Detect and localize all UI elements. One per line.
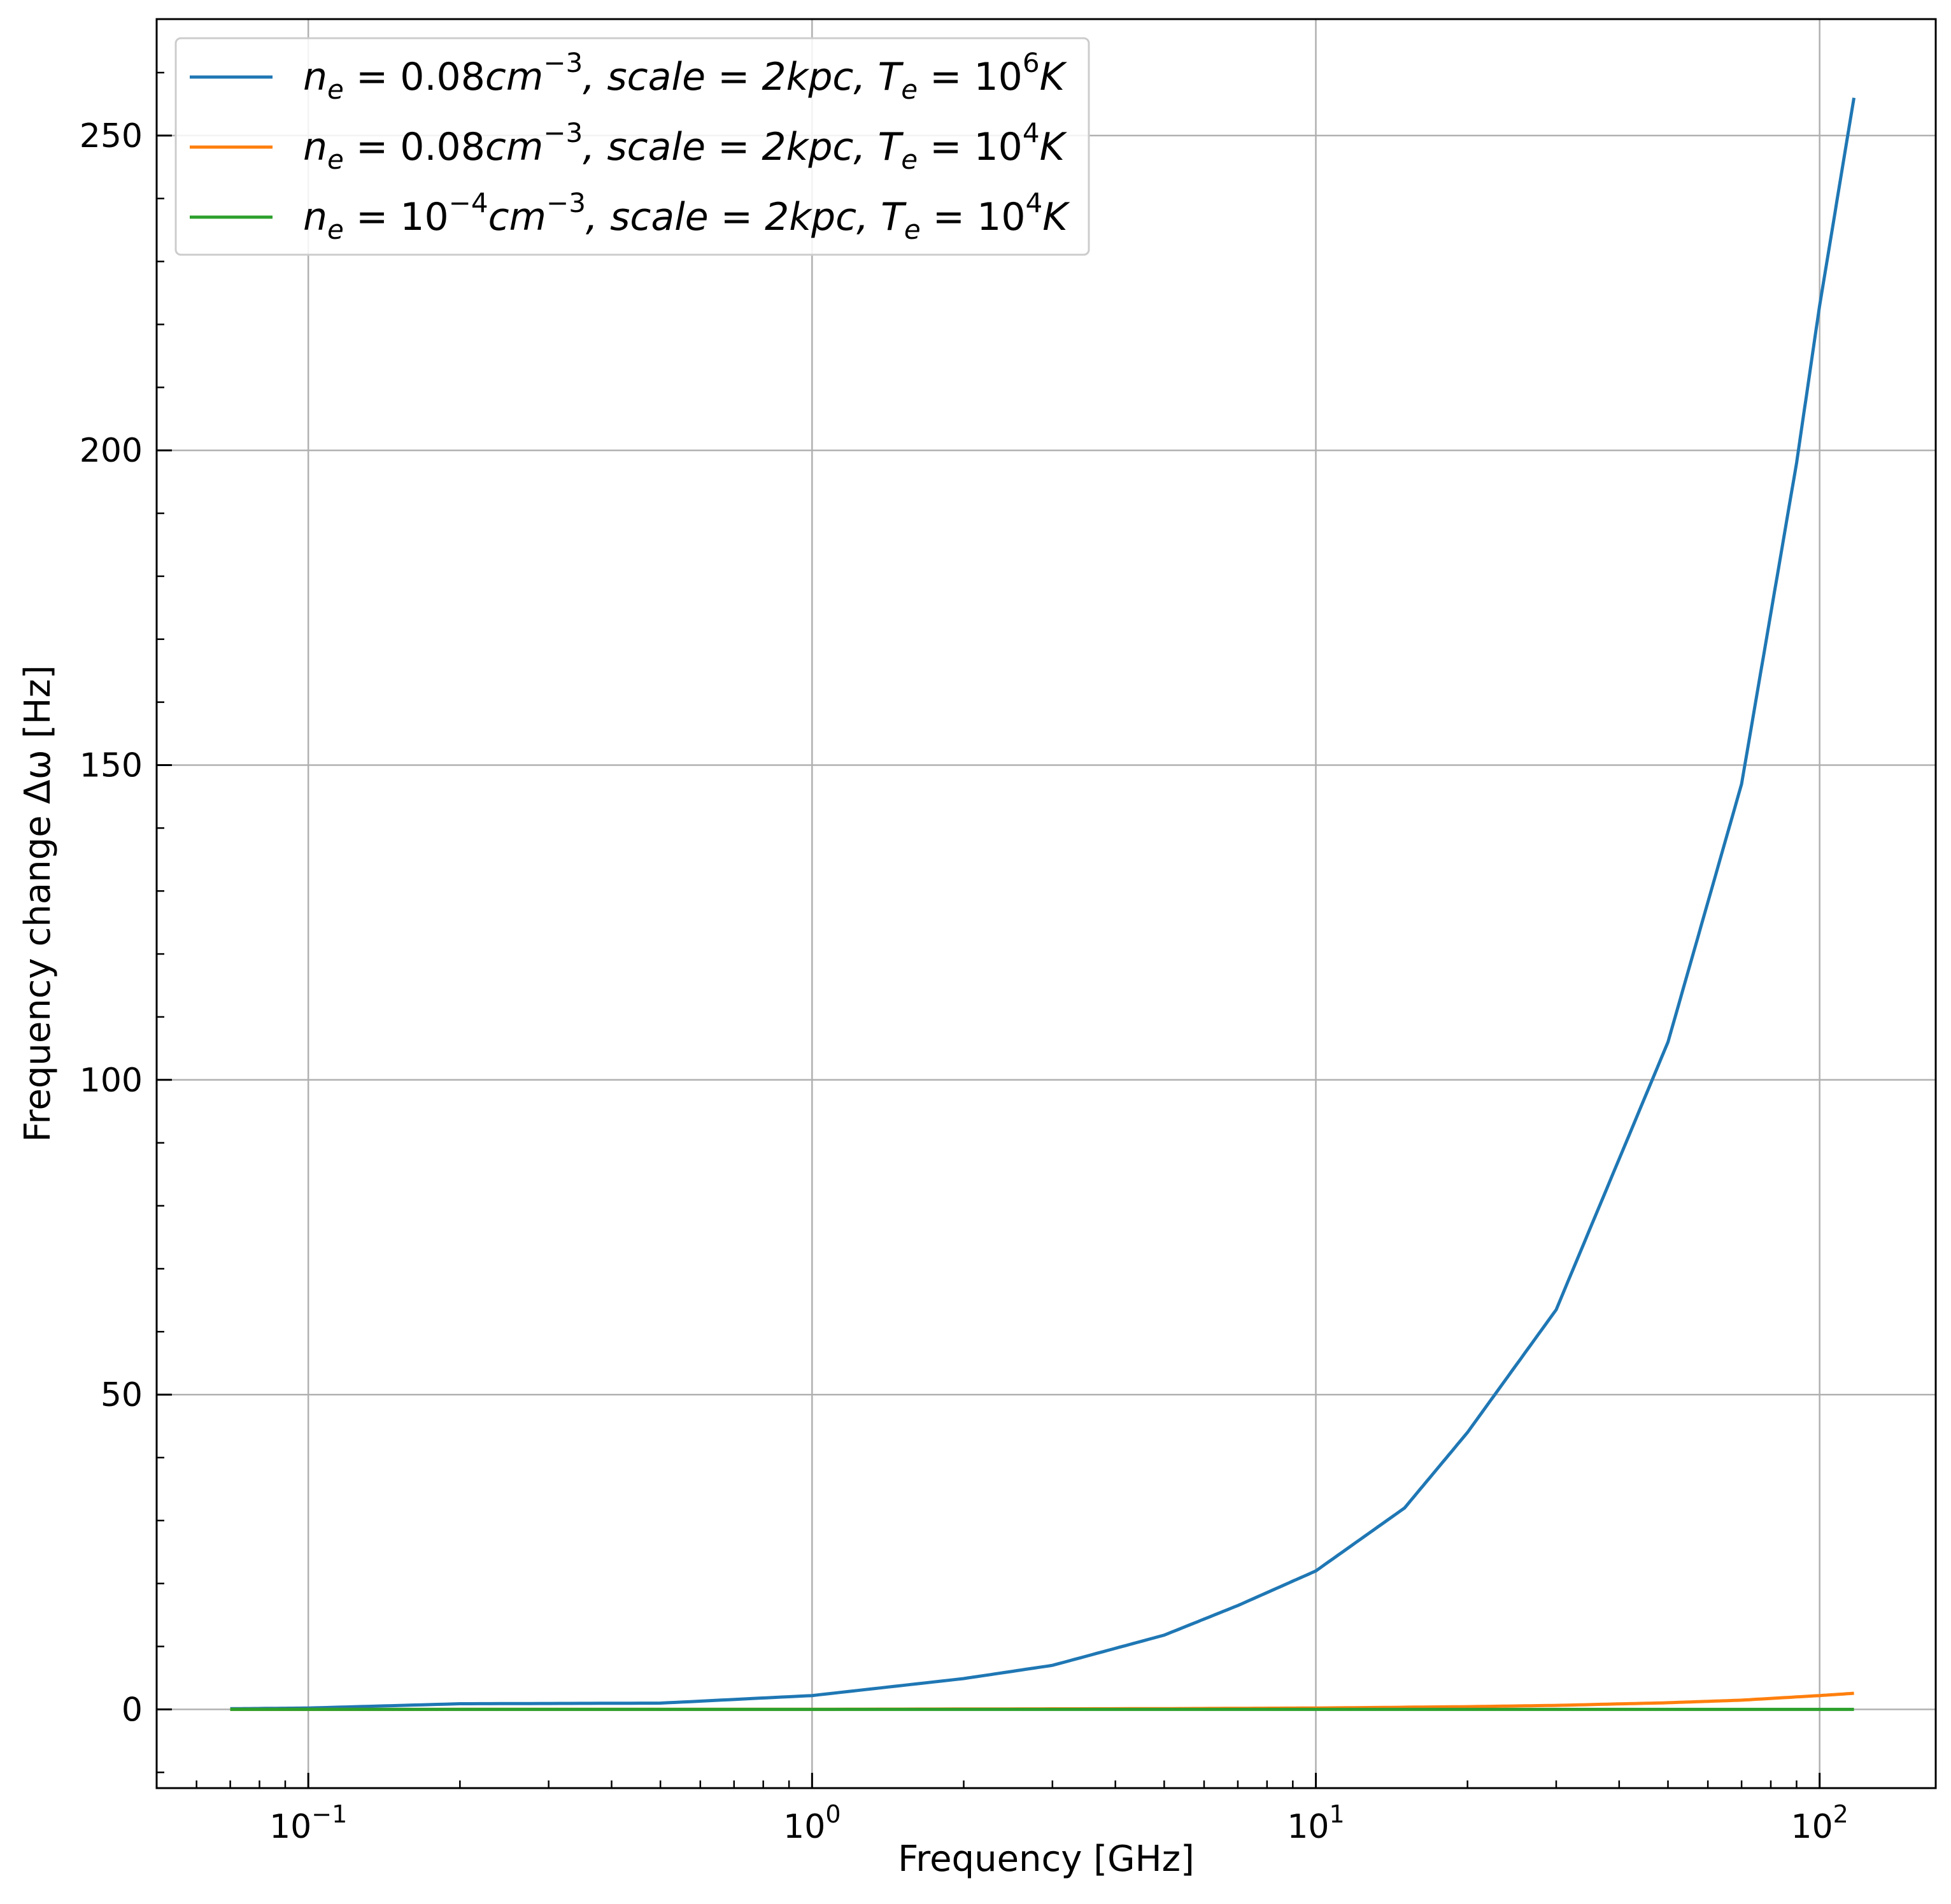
y-axis-label: Frequency change Δω [Hz] xyxy=(17,665,59,1142)
tick-labels: 0 50 100 150 200 250 10−1 100 101 102 xyxy=(80,117,1848,1846)
series-line-1 xyxy=(230,97,1856,1710)
ticks xyxy=(155,71,1821,1788)
y-tick-label: 100 xyxy=(80,1062,143,1100)
y-tick-label: 200 xyxy=(80,432,143,470)
legend-label-3: ne = 10−4cm−3, scale = 2kpc, Te = 104K xyxy=(303,187,1070,245)
legend-label-1: ne = 0.08cm−3, scale = 2kpc, Te = 106K xyxy=(303,47,1068,105)
y-tick-label: 150 xyxy=(80,747,143,785)
legend: ne = 0.08cm−3, scale = 2kpc, Te = 106K ne… xyxy=(174,37,1090,256)
x-tick-label: 100 xyxy=(783,1800,841,1846)
y-tick-label: 0 xyxy=(122,1691,143,1729)
legend-label-2: ne = 0.08cm−3, scale = 2kpc, Te = 104K xyxy=(303,117,1068,175)
x-tick-label: 10−1 xyxy=(269,1800,347,1846)
x-tick-label: 102 xyxy=(1791,1800,1848,1846)
plot-frame xyxy=(155,18,1937,1789)
x-axis-label: Frequency [GHz] xyxy=(898,1838,1195,1880)
series-group xyxy=(230,97,1856,1711)
x-tick-label: 101 xyxy=(1287,1800,1344,1846)
legend-box xyxy=(174,37,1090,256)
y-tick-label: 250 xyxy=(80,117,143,155)
y-tick-label: 50 xyxy=(101,1376,143,1414)
